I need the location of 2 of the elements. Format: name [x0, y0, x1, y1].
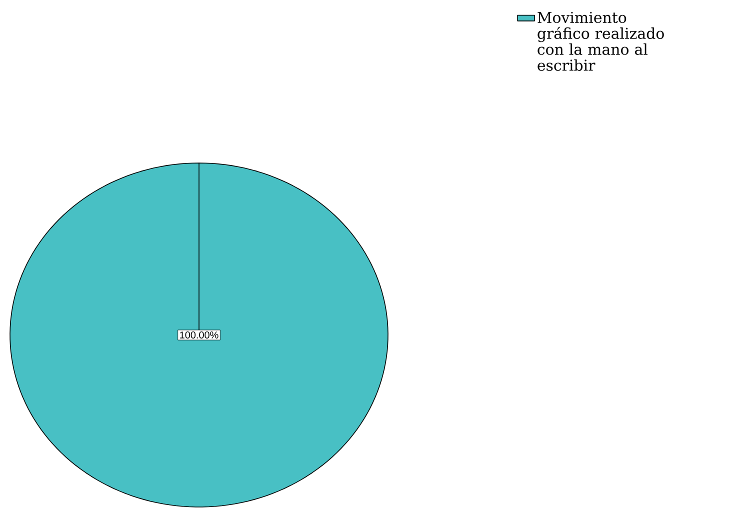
data-label: 100.00%	[180, 331, 218, 339]
legend-label: Movimiento gráfico realizado con la mano al escribir	[538, 12, 664, 71]
